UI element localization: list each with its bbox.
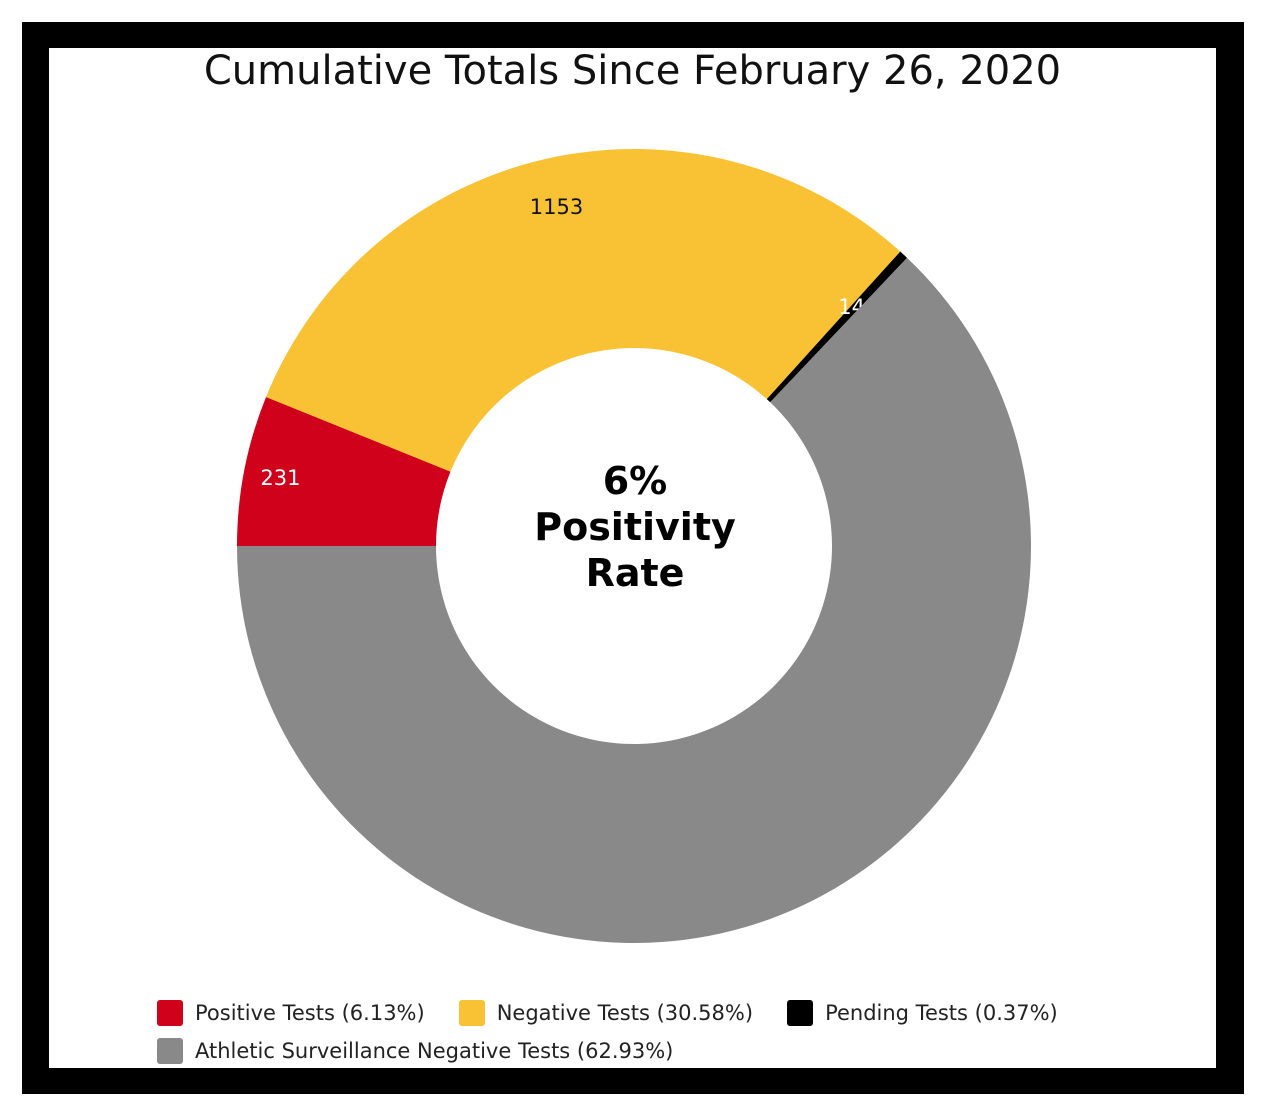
chart-title: Cumulative Totals Since February 26, 202… (203, 48, 1062, 94)
legend-swatch-athletic (157, 1038, 183, 1064)
slice-athletic (237, 257, 1031, 944)
data-label-positive: 231 (260, 466, 300, 490)
legend-item-positive: Positive Tests (6.13%) (157, 1000, 425, 1026)
legend-row: Positive Tests (6.13%) Negative Tests (3… (157, 994, 1157, 1032)
chart-panel: Cumulative Totals Since February 26, 202… (49, 48, 1216, 1068)
slice-pending (766, 251, 908, 403)
legend-item-negative: Negative Tests (30.58%) (458, 1000, 754, 1026)
positivity-rate-line-2: Positivity (534, 505, 736, 549)
positivity-rate-label: 6% Positivity Rate (437, 458, 833, 596)
legend-label-athletic: Athletic Surveillance Negative Tests (62… (195, 1039, 674, 1063)
slice-negative (266, 149, 901, 472)
positivity-rate-line-3: Rate (585, 551, 685, 595)
chart-legend: Positive Tests (6.13%) Negative Tests (3… (157, 994, 1157, 1068)
legend-row: Athletic Surveillance Negative Tests (62… (157, 1032, 1157, 1068)
positivity-rate-value: 6% (602, 459, 668, 503)
legend-swatch-negative (458, 1000, 485, 1026)
legend-swatch-pending (787, 1000, 814, 1026)
legend-item-athletic: Athletic Surveillance Negative Tests (62… (157, 1038, 673, 1064)
legend-item-pending: Pending Tests (0.37%) (787, 1000, 1058, 1026)
data-label-athletic: 2373 (924, 972, 977, 996)
legend-swatch-positive (157, 1000, 183, 1026)
legend-label-negative: Negative Tests (30.58%) (496, 1001, 754, 1025)
legend-label-pending: Pending Tests (0.37%) (825, 1001, 1058, 1025)
slice-positive (237, 396, 451, 546)
legend-label-positive: Positive Tests (6.13%) (195, 1001, 425, 1025)
data-label-negative: 1153 (530, 195, 583, 219)
